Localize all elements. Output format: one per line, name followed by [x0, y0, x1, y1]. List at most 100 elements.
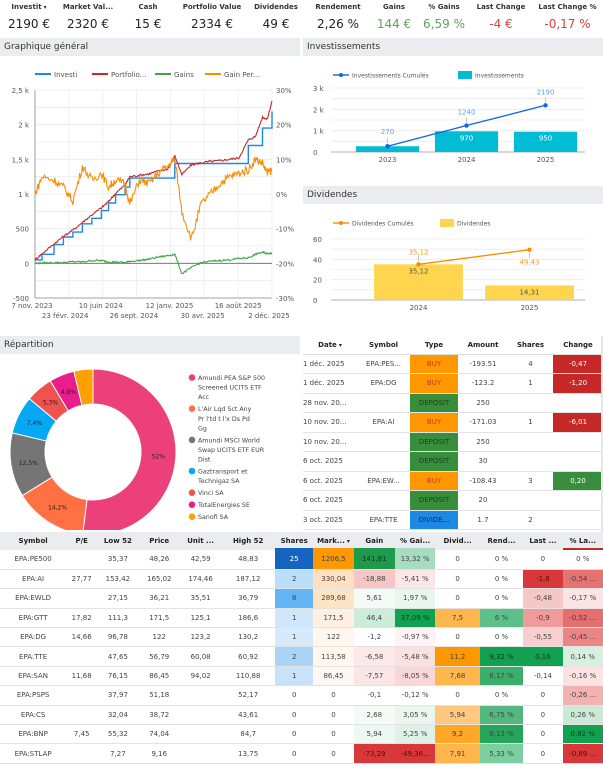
kpi-label: Rendement [306, 3, 370, 11]
kpi-portfolio-value[interactable]: Portfolio Value 2334 € [178, 0, 246, 38]
general-chart[interactable]: Investi Portfolio... Gains Gain Per... 2,5 k… [0, 56, 300, 330]
transaction-row[interactable]: 6 oct. 2025 EPA:EW... BUY -108.43 3 0,20 [303, 471, 603, 491]
transaction-row[interactable]: 10 nov. 20... EPA:AI BUY -171.03 1 -6,01 [303, 412, 603, 433]
holding-cell: 48,83 [221, 550, 276, 570]
donut-slice[interactable] [82, 368, 177, 536]
tx-col-date[interactable]: Date ▾ [303, 336, 357, 355]
series-portfolio-line[interactable] [34, 100, 273, 261]
repartition-donut-chart[interactable]: 52% 14,2% 12,5% 7,4% 5,3%4,9% Amundi PEA S&P … [0, 354, 300, 536]
holding-row[interactable]: EPA:SAN 11,68 76,15 86,45 94,02 110,88 1 86,45-… [0, 666, 603, 687]
tx-col-type[interactable]: Type [410, 336, 458, 355]
cumulative-point[interactable] [527, 247, 532, 252]
column-header-label: Rend... [487, 537, 516, 545]
holdings-col-header[interactable]: Price [138, 532, 180, 550]
holding-cell: 0 % [479, 588, 524, 609]
tx-col-shares[interactable]: Shares [508, 336, 553, 355]
holding-row[interactable]: EPA:CS 32,04 38,72 43,61 0 0 2,68 3,05 % 5,94 6,7… [0, 705, 603, 726]
holding-row[interactable]: EPA:PE500 35,37 48,26 42,59 48,83 25 1206,5 141… [0, 550, 603, 570]
kpi-gains[interactable]: Gains 144 € [370, 0, 418, 38]
holdings-col-header[interactable]: Symbol [0, 532, 67, 550]
legend-item: Portfolio... [111, 71, 146, 79]
transactions-scrollbar[interactable] [601, 336, 603, 532]
bar[interactable] [355, 146, 420, 152]
bar[interactable] [374, 264, 463, 300]
holdings-col-header[interactable]: Unit ... [179, 532, 222, 550]
bar[interactable] [485, 285, 574, 300]
holding-cell: -0,52 ... [562, 608, 603, 629]
cumulative-point[interactable] [543, 103, 548, 108]
holdings-col-header[interactable]: P/E [66, 532, 98, 550]
holding-row[interactable]: EPA:PSPS 37,97 51,18 52,17 0 0 -0,1 -0,12 % 0 0 %… [0, 685, 603, 706]
cumulative-point[interactable] [464, 123, 469, 128]
kpi-last-change[interactable]: Last Change % -0,17 % [532, 0, 603, 38]
sort-desc-icon[interactable]: ▾ [346, 538, 350, 545]
legend-item[interactable]: Amundi MSCI World Swap UCITS ETF EUR Dist [188, 436, 265, 464]
holdings-col-header[interactable]: % Gai... [395, 532, 436, 550]
holding-cell: 122 [313, 627, 354, 648]
transaction-row[interactable]: 28 nov. 20... DEPOSIT 250 [303, 393, 603, 413]
legend-item[interactable]: Sanofi SA [188, 513, 229, 521]
holdings-col-header[interactable]: Low 52 [97, 532, 139, 550]
kpi-dividendes[interactable]: Dividendes 49 € [246, 0, 306, 38]
kpi-value: 144 € [376, 17, 412, 31]
holding-row[interactable]: EPA:GTT 17,82 111,3 171,5 125,1 186,6 1 171,5 46… [0, 608, 603, 629]
holding-row[interactable]: EPA:BNP 7,45 55,32 74,04 84,7 0 0 5,94 5,25 % 9,2… [0, 724, 603, 745]
sort-desc-icon[interactable]: ▾ [338, 341, 342, 349]
legend-item[interactable]: TotalEnergies SE [188, 501, 250, 509]
dividend-chart[interactable]: 60 40 20 0 Dividendes Cumulés Dividendes 2024 2… [303, 204, 603, 330]
holdings-table: Symbol P/E Low 52 Price Unit ... High 52 Share… [0, 532, 603, 764]
legend-item[interactable]: Vinci SA [188, 489, 225, 497]
bar[interactable] [434, 131, 499, 152]
donut-slice[interactable] [73, 368, 94, 406]
transaction-row[interactable]: 1 déc. 2025 EPA:DG BUY -123.2 1 -1,20 [303, 373, 603, 394]
kpi-rendement[interactable]: Rendement 2,26 % [306, 0, 370, 38]
transaction-row[interactable]: 6 oct. 2025 DEPOSIT 20 [303, 490, 603, 511]
cumulative-line[interactable] [418, 249, 530, 265]
kpi-market-val[interactable]: Market Val... 2320 € [58, 0, 118, 38]
cumulative-point[interactable] [416, 262, 421, 267]
y-tick: 0 [313, 297, 317, 305]
tx-symbol-cell: EPA:TTE [357, 510, 410, 530]
holding-cell: 1 [275, 627, 314, 648]
transaction-row[interactable]: 3 oct. 2025 EPA:TTE DIVIDE... 1.7 2 [303, 510, 603, 530]
legend-dot [188, 405, 196, 412]
cumulative-point[interactable] [385, 144, 390, 149]
transaction-row[interactable]: 6 oct. 2025 DEPOSIT 30 [303, 451, 603, 472]
legend-item[interactable]: Gaztransport et Technigaz SA [188, 467, 248, 485]
holdings-col-header[interactable]: Rend... [479, 532, 524, 550]
series-gains-line[interactable] [34, 251, 273, 275]
tx-date-cell: 1 déc. 2025 [303, 354, 357, 374]
holdings-col-header[interactable]: % La... [562, 532, 603, 550]
kpi--gains[interactable]: % Gains 6,59 % [418, 0, 470, 38]
kpi-cash[interactable]: Cash 15 € [118, 0, 178, 38]
holdings-col-header[interactable]: Last ... [523, 532, 563, 550]
holdings-col-header[interactable]: High 52 [221, 532, 276, 550]
legend-item[interactable]: Amundi PEA S&P 500 Screened UCITS ETF Acc [188, 374, 265, 401]
transaction-row[interactable]: 1 déc. 2025 EPA:PES... BUY -193.51 4 -0,47 [303, 354, 603, 374]
kpi-investit[interactable]: Investit ▾ 2190 € [0, 0, 58, 38]
tx-col-symbol[interactable]: Symbol [357, 336, 410, 355]
holdings-col-header[interactable]: Mark... ▾ [313, 532, 354, 550]
holding-row[interactable]: EPA:TTE 47,65 56,79 60,08 60,92 2 113,58 -6,58-… [0, 646, 603, 667]
holding-row[interactable]: EPA:AI 27,77 153,42 165,02 174,46 187,12 2 330,… [0, 569, 603, 590]
kpi-last-change[interactable]: Last Change -4 € [470, 0, 532, 38]
holding-row[interactable]: EPA:STLAP 7,27 9,16 13,75 0 0 -73,29 -49,36... 7… [0, 743, 603, 764]
kpi-label: % Gains [418, 3, 470, 11]
tx-col-change[interactable]: Change [553, 336, 603, 355]
holdings-col-header[interactable]: Gain [353, 532, 396, 550]
tx-col-amount[interactable]: Amount [458, 336, 508, 355]
holdings-col-header[interactable]: Divid... [435, 532, 480, 550]
chart-legend: Dividendes Cumulés Dividendes [333, 219, 490, 228]
bar[interactable] [513, 131, 578, 152]
holdings-col-header[interactable]: Shares [275, 532, 314, 550]
holding-row[interactable]: EPA:DG 14,66 96,78 122 123,2 130,2 1 122 -1,2 -0,… [0, 627, 603, 648]
legend-item[interactable]: L'Air Lqd Sct Any Pr l'td t l'x Ds Pd Gg [188, 405, 252, 432]
holding-row[interactable]: EPA:EWLD 27,15 36,21 35,51 36,79 8 289,68 5,61 1… [0, 588, 603, 609]
holding-cell: 0 [523, 743, 563, 764]
sort-desc-icon[interactable]: ▾ [43, 4, 47, 11]
series-gain-percent-line[interactable] [34, 156, 273, 241]
series-investi-line[interactable] [35, 111, 273, 261]
transaction-row[interactable]: 10 nov. 20... DEPOSIT 250 [303, 432, 603, 452]
